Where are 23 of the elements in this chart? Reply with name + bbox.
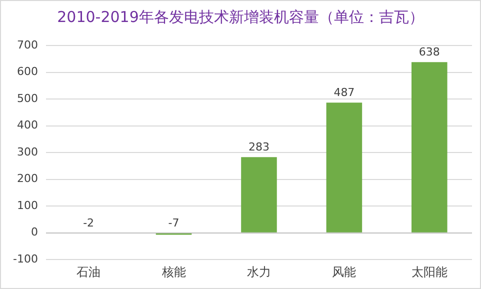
data-label: 638 <box>418 46 440 59</box>
y-tick-label: -100 <box>12 252 38 266</box>
bar <box>412 62 448 232</box>
chart-title: 2010-2019年各发电技术新增装机容量（单位：吉瓦） <box>56 8 425 27</box>
y-tick-label: 600 <box>16 65 38 78</box>
x-tick-label: 核能 <box>160 264 186 279</box>
bar <box>241 157 277 232</box>
x-tick-label: 水力 <box>246 264 271 279</box>
y-tick-label: 200 <box>16 172 38 186</box>
y-tick-label: 100 <box>16 198 38 212</box>
x-tick-label: 太阳能 <box>411 264 448 279</box>
x-tick-label: 风能 <box>332 264 356 279</box>
data-label: -7 <box>168 216 180 230</box>
data-label: 283 <box>248 140 270 154</box>
data-label: 487 <box>334 86 355 99</box>
y-tick-label: 400 <box>16 118 38 132</box>
y-tick-label: 300 <box>16 145 38 158</box>
x-tick-label: 石油 <box>76 264 101 279</box>
y-tick-label: 700 <box>16 38 38 52</box>
bar <box>326 102 362 232</box>
data-label: -2 <box>83 216 94 230</box>
y-tick-label: 500 <box>16 92 38 105</box>
y-tick-label: 0 <box>30 226 38 239</box>
